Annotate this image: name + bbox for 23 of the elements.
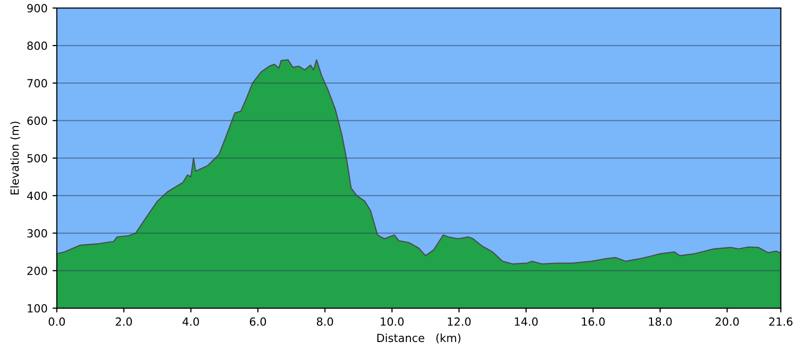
x-tick-label: 8.0 xyxy=(316,317,334,326)
x-tick-label: 2.0 xyxy=(116,317,132,326)
y-tick-label: 400 xyxy=(27,192,48,200)
x-tick-label: 10.0 xyxy=(380,317,404,326)
y-tick-label: 200 xyxy=(27,266,48,276)
x-tick-label: 18.0 xyxy=(648,317,672,326)
x-tick-label: 12.0 xyxy=(448,317,471,326)
x-tick-label: 21.6 xyxy=(769,317,792,326)
x-tick-label: 20.0 xyxy=(716,317,739,326)
x-tick-label: 6.0 xyxy=(250,317,266,326)
x-tick-label: 0.0 xyxy=(48,317,65,326)
y-tick-label: 600 xyxy=(27,116,48,125)
y-tick-label: 900 xyxy=(27,4,48,12)
y-tick-label: 300 xyxy=(27,229,48,238)
y-tick-label: 100 xyxy=(28,304,48,313)
y-tick-label: 500 xyxy=(27,154,48,162)
y-axis-title: Elevation (m) xyxy=(10,122,20,194)
x-tick-label: 14.0 xyxy=(514,317,538,326)
x-tick-label: 16.0 xyxy=(582,317,605,326)
x-tick-label: 4.0 xyxy=(182,317,199,326)
x-axis-title: Distance (km) xyxy=(377,334,460,344)
y-tick-label: 700 xyxy=(27,79,48,88)
y-tick-label: 800 xyxy=(27,42,48,50)
